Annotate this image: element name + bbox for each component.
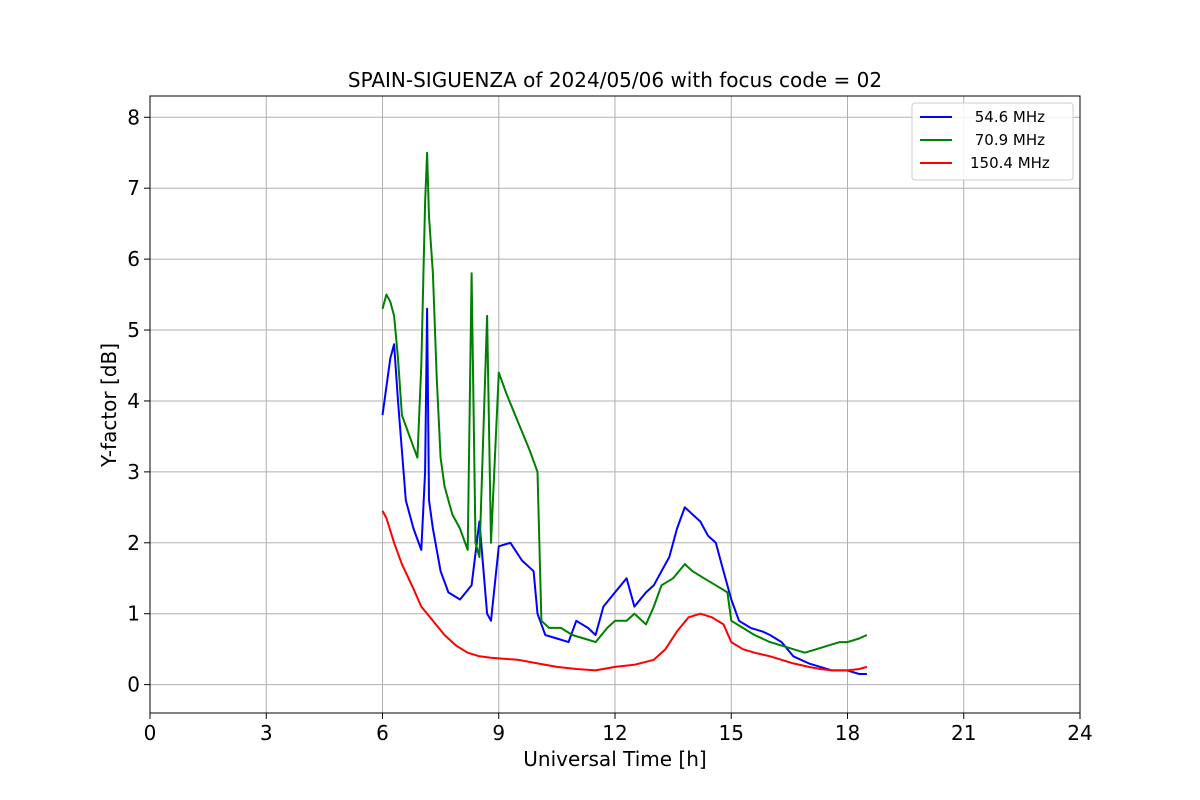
grid xyxy=(149,96,1081,713)
y-tick-label: 2 xyxy=(127,531,140,555)
x-tick-label: 18 xyxy=(835,721,860,745)
x-tick-label: 12 xyxy=(602,721,627,745)
y-axis-label: Y-factor [dB] xyxy=(97,343,121,468)
y-tick-label: 1 xyxy=(127,602,140,626)
legend-label: 54.6 MHz xyxy=(970,108,1045,126)
legend: 54.6 MHz 70.9 MHz 150.4 MHz xyxy=(911,102,1074,181)
series-line-54_6-mhz xyxy=(381,307,867,675)
x-tick-label: 0 xyxy=(144,721,157,745)
y-tick-label: 8 xyxy=(127,105,140,129)
legend-label: 70.9 MHz xyxy=(970,131,1045,149)
x-axis-label: Universal Time [h] xyxy=(523,747,706,771)
x-tick-label: 21 xyxy=(951,721,976,745)
x-tick-label: 15 xyxy=(719,721,744,745)
y-tick-label: 6 xyxy=(127,247,140,271)
y-tick-label: 7 xyxy=(127,176,140,200)
y-tick-label: 0 xyxy=(127,673,140,697)
x-tick-label: 6 xyxy=(376,721,389,745)
y-tick-label: 4 xyxy=(127,389,140,413)
x-tick-label: 9 xyxy=(492,721,505,745)
chart-title: SPAIN-SIGUENZA of 2024/05/06 with focus … xyxy=(348,68,882,92)
y-tick-label: 5 xyxy=(127,318,140,342)
plot-series xyxy=(381,151,868,675)
legend-box xyxy=(911,102,1074,181)
series-line-150_4-mhz xyxy=(381,510,868,672)
legend-label: 150.4 MHz xyxy=(970,154,1050,172)
series-line-70_9-mhz xyxy=(381,151,868,654)
x-tick-label: 24 xyxy=(1067,721,1092,745)
y-tick-label: 3 xyxy=(127,460,140,484)
x-tick-label: 3 xyxy=(260,721,273,745)
